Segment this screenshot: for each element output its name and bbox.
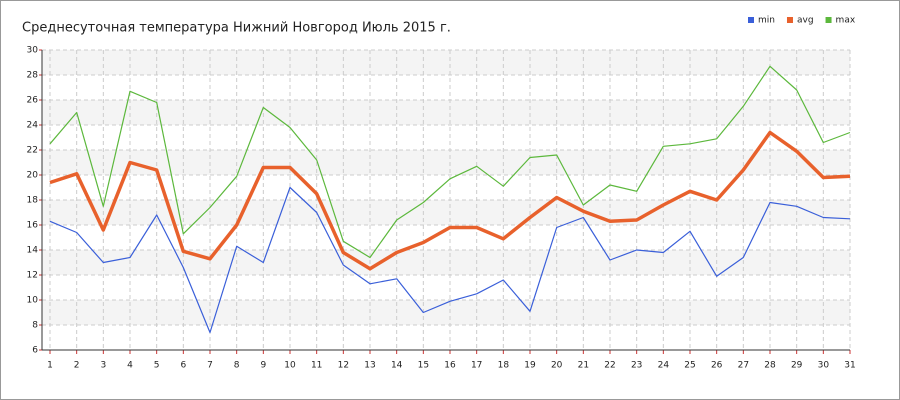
x-tick-label: 8 — [234, 361, 240, 371]
band — [42, 200, 850, 225]
y-tick-label: 18 — [27, 196, 39, 206]
x-tick-label: 12 — [338, 361, 349, 371]
x-tick-label: 28 — [764, 361, 776, 371]
x-tick-label: 29 — [791, 361, 803, 371]
y-tick-label: 14 — [27, 246, 39, 256]
y-tick-label: 22 — [27, 146, 38, 156]
band — [42, 150, 850, 175]
y-tick-label: 16 — [27, 221, 39, 231]
x-tick-label: 23 — [631, 361, 642, 371]
x-tick-label: 25 — [684, 361, 695, 371]
legend-label: min — [758, 16, 775, 26]
chart-title: Среднесуточная температура Нижний Новгор… — [22, 21, 451, 36]
x-tick-label: 26 — [711, 361, 723, 371]
x-tick-label: 7 — [207, 361, 213, 371]
legend-swatch — [786, 17, 793, 23]
x-tick-label: 27 — [738, 361, 749, 371]
x-tick-label: 3 — [100, 361, 106, 371]
y-tick-label: 24 — [27, 121, 39, 131]
x-tick-label: 31 — [844, 361, 855, 371]
y-tick-label: 8 — [32, 321, 38, 331]
x-tick-label: 2 — [74, 361, 80, 371]
x-tick-label: 30 — [818, 361, 830, 371]
x-tick-label: 15 — [418, 361, 429, 371]
legend-swatch — [825, 17, 832, 23]
x-tick-label: 18 — [498, 361, 510, 371]
bands — [42, 50, 850, 325]
x-tick-label: 1 — [47, 361, 53, 371]
band — [42, 250, 850, 275]
y-tick-label: 6 — [32, 346, 38, 356]
x-tick-label: 17 — [471, 361, 482, 371]
legend-label: max — [836, 16, 856, 26]
line — [49, 65, 851, 259]
x-tick-label: 9 — [260, 361, 266, 371]
x-tick-label: 13 — [364, 361, 375, 371]
y-tick-label: 10 — [27, 296, 39, 306]
x-tick-label: 16 — [444, 361, 456, 371]
y-tick-label: 26 — [27, 96, 39, 106]
y-tick-label: 20 — [27, 171, 39, 181]
x-tick-label: 11 — [311, 361, 322, 371]
x-tick-label: 19 — [524, 361, 536, 371]
x-tick-label: 20 — [551, 361, 563, 371]
x-tick-label: 21 — [578, 361, 589, 371]
band — [42, 300, 850, 325]
line — [49, 186, 851, 334]
legend-label: avg — [797, 16, 814, 26]
line — [49, 130, 851, 271]
y-tick-label: 28 — [27, 71, 39, 81]
x-tick-label: 24 — [658, 361, 670, 371]
band — [42, 50, 850, 75]
y-tick-label: 30 — [27, 46, 39, 56]
legend-swatch — [748, 17, 754, 23]
x-tick-label: 4 — [127, 361, 133, 371]
x-tick-label: 5 — [154, 361, 160, 371]
x-tick-label: 14 — [391, 361, 403, 371]
x-tick-label: 22 — [604, 361, 615, 371]
x-tick-label: 6 — [180, 361, 186, 371]
band — [42, 100, 850, 125]
y-tick-label: 12 — [27, 271, 38, 281]
x-tick-label: 10 — [284, 361, 296, 371]
